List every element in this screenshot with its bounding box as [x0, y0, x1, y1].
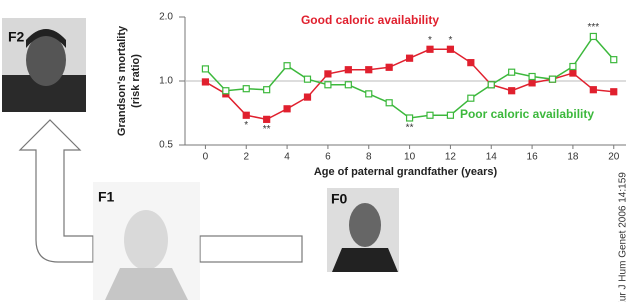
x-tick-label: 20	[608, 152, 620, 163]
chart: 0.5 1.0 2.0 0 2 4 6 8 10 12 14 16 18 20 Age of paterna…	[116, 12, 626, 178]
point	[611, 57, 617, 63]
point	[529, 73, 535, 79]
point	[488, 82, 494, 88]
point	[447, 46, 453, 52]
point	[529, 80, 535, 86]
significance: *	[448, 35, 452, 46]
point	[243, 86, 249, 92]
point	[366, 91, 372, 97]
x-tick-label: 18	[567, 152, 579, 163]
x-tick-label: 10	[404, 152, 416, 163]
point	[509, 69, 515, 75]
y-tick-label: 2.0	[159, 12, 173, 23]
figure: F2 F1 F0 Eur J Hum Genet 2006 14:159 0.5…	[0, 0, 632, 302]
x-tick-label: 4	[284, 152, 290, 163]
point	[407, 55, 413, 61]
point	[590, 33, 596, 39]
point	[611, 89, 617, 95]
series-label: Good caloric availability	[301, 13, 439, 27]
point	[570, 70, 576, 76]
y-axis-label: (risk ratio)	[130, 54, 142, 108]
point	[386, 100, 392, 106]
significance: *	[428, 35, 432, 46]
point	[407, 115, 413, 121]
point	[570, 64, 576, 70]
significance: **	[406, 123, 414, 134]
point	[325, 82, 331, 88]
y-tick-label: 0.5	[159, 140, 173, 151]
point	[345, 67, 351, 73]
point	[447, 112, 453, 118]
point	[223, 88, 229, 94]
point	[264, 116, 270, 122]
lineage-arrow	[20, 120, 93, 262]
point	[284, 106, 290, 112]
point	[509, 88, 515, 94]
significance: **	[263, 124, 271, 135]
significance: ***	[587, 22, 599, 33]
gen-label: F0	[331, 191, 348, 207]
point	[468, 60, 474, 66]
point	[243, 112, 249, 118]
x-tick-label: 16	[527, 152, 539, 163]
x-tick-label: 8	[366, 152, 372, 163]
point	[386, 64, 392, 70]
x-axis-label: Age of paternal grandfather (years)	[314, 166, 498, 178]
significance: *	[244, 120, 248, 131]
x-tick-label: 0	[203, 152, 209, 163]
citation: Eur J Hum Genet 2006 14:159	[618, 172, 629, 302]
point	[590, 87, 596, 93]
point	[264, 87, 270, 93]
point	[202, 79, 208, 85]
x-tick-label: 2	[243, 152, 249, 163]
point	[427, 46, 433, 52]
series-label: Poor caloric availability	[460, 107, 594, 121]
gen-label: F1	[98, 189, 115, 205]
point	[305, 94, 311, 100]
point	[345, 82, 351, 88]
lineage-bar	[200, 236, 302, 262]
point	[550, 76, 556, 82]
point	[202, 66, 208, 72]
point	[468, 95, 474, 101]
x-tick-label: 14	[486, 152, 498, 163]
gen-label: F2	[8, 29, 25, 45]
y-axis-label: Grandson's mortality	[116, 25, 128, 136]
point	[325, 71, 331, 77]
x-tick-label: 12	[445, 152, 457, 163]
y-tick-label: 1.0	[159, 76, 173, 87]
point	[366, 67, 372, 73]
x-tick-label: 6	[325, 152, 331, 163]
point	[284, 63, 290, 69]
point	[427, 112, 433, 118]
point	[305, 76, 311, 82]
